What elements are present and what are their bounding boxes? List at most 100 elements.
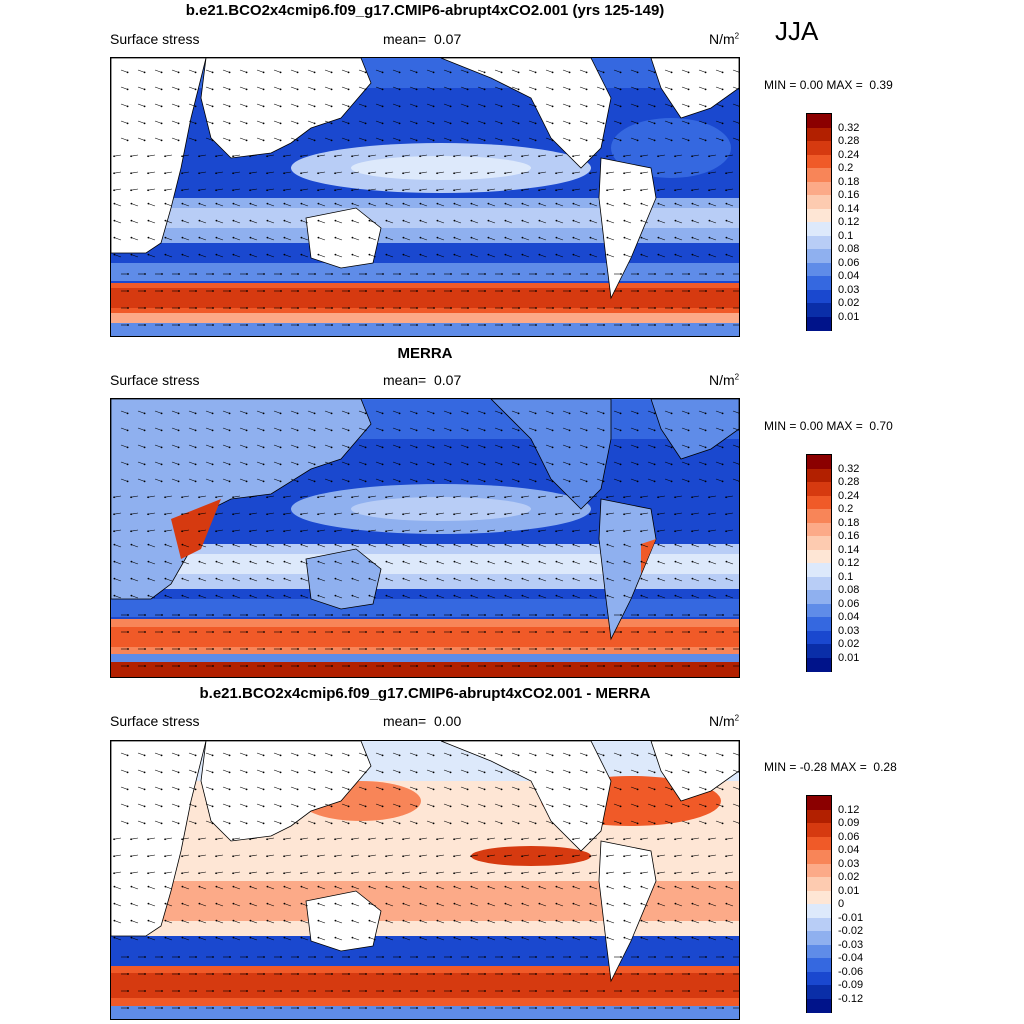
stress-vector-head <box>211 446 214 449</box>
stress-vector <box>709 495 717 498</box>
stress-vector-head <box>623 936 626 939</box>
stress-vector-head <box>671 273 673 275</box>
stress-vector <box>154 786 162 790</box>
stress-vector <box>165 886 173 890</box>
stress-vector <box>256 86 264 90</box>
stress-vector <box>335 254 343 258</box>
stress-vector <box>613 786 621 790</box>
stress-vector <box>477 478 485 482</box>
stress-vector-head <box>585 139 588 142</box>
stress-vector <box>658 254 666 258</box>
stress-vector-head <box>449 429 452 432</box>
stress-vector-head <box>164 872 167 875</box>
stress-vector <box>233 529 241 532</box>
stress-vector-head <box>262 480 265 483</box>
stress-vector <box>420 903 428 907</box>
stress-vector <box>715 752 723 756</box>
stress-vector <box>556 203 564 207</box>
stress-vector <box>505 544 513 548</box>
stress-vector <box>284 886 292 890</box>
stress-vector-head <box>300 530 303 533</box>
stress-vector <box>522 529 530 532</box>
stress-vector-head <box>436 872 439 875</box>
stress-vector-head <box>657 838 660 841</box>
stress-vector <box>698 461 706 465</box>
stress-vector-head <box>538 919 541 922</box>
stress-vector-head <box>296 754 299 757</box>
stress-vector-head <box>674 496 677 499</box>
stress-vector-head <box>500 412 503 415</box>
stress-vector-head <box>266 919 269 922</box>
colorbar-swatch <box>807 127 831 142</box>
stress-vector <box>369 188 377 191</box>
stress-vector-head <box>500 788 503 791</box>
stress-vector-head <box>198 543 201 546</box>
stress-vector <box>556 220 564 224</box>
stress-vector-head <box>534 71 537 74</box>
stress-vector <box>641 254 649 258</box>
stress-vector-head <box>483 88 486 91</box>
stress-vector-head <box>300 919 303 922</box>
stress-vector <box>573 578 581 582</box>
stress-vector <box>301 188 309 191</box>
stress-vector-head <box>300 219 303 222</box>
stress-vector <box>545 752 553 756</box>
stress-vector-head <box>688 631 690 633</box>
stress-vector <box>171 103 179 107</box>
stress-vector <box>307 120 315 124</box>
stress-vector <box>477 769 485 773</box>
stress-vector <box>709 220 717 224</box>
colorbar-tick-label: 0.14 <box>838 202 860 215</box>
stress-vector-head <box>398 71 401 74</box>
stress-vector-head <box>415 412 418 415</box>
stress-vector <box>188 444 196 448</box>
stress-vector <box>494 120 502 124</box>
stress-vector-head <box>517 446 520 449</box>
stress-vector-head <box>708 919 711 922</box>
panel-1-colorbar <box>806 113 832 331</box>
stress-vector <box>352 886 360 890</box>
stress-vector-head <box>483 139 486 142</box>
stress-vector-head <box>215 902 218 905</box>
stress-vector-head <box>368 236 371 239</box>
stress-vector <box>624 871 632 874</box>
stress-vector-head <box>705 631 707 633</box>
stress-vector-head <box>585 429 588 432</box>
stress-vector-head <box>606 496 609 499</box>
stress-vector-head <box>279 788 282 791</box>
stress-vector-head <box>382 290 384 292</box>
stress-vector-head <box>113 155 116 158</box>
stress-vector-head <box>708 155 711 158</box>
stress-vector <box>386 188 394 191</box>
stress-vector <box>114 937 122 941</box>
stress-vector <box>318 837 326 840</box>
stress-vector-head <box>313 429 316 432</box>
stress-vector-head <box>279 105 282 108</box>
stress-vector <box>471 171 479 174</box>
stress-vector-head <box>262 412 265 415</box>
stress-vector <box>420 561 428 565</box>
stress-vector-head <box>147 543 150 546</box>
stress-vector-head <box>368 530 371 533</box>
stress-vector-head <box>296 412 299 415</box>
stress-vector-head <box>725 872 728 875</box>
colorbar-tick-label: -0.01 <box>838 911 864 924</box>
stress-vector <box>681 444 689 448</box>
stress-vector <box>267 237 275 241</box>
stress-vector <box>675 561 683 565</box>
stress-vector-head <box>249 155 252 158</box>
stress-vector-head <box>283 577 286 580</box>
panel-2-colorbar <box>806 454 832 672</box>
stress-vector <box>239 103 247 107</box>
stress-vector-head <box>365 665 367 667</box>
panel-3-mean-label: mean= <box>383 713 427 729</box>
stress-vector-head <box>368 219 371 222</box>
stress-vector-head <box>606 936 609 939</box>
stress-vector-head <box>263 990 265 992</box>
stress-vector-head <box>484 1007 486 1009</box>
stress-vector <box>426 803 434 807</box>
stress-vector-head <box>297 290 299 292</box>
stress-vector <box>137 769 145 773</box>
stress-vector <box>647 410 655 414</box>
stress-vector-head <box>606 189 609 192</box>
